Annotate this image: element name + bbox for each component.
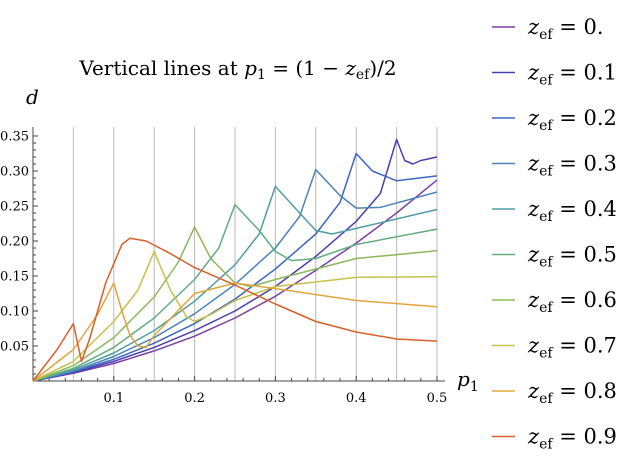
x-tick-label: 0.3 <box>265 391 286 406</box>
legend-label: zef = 0.3 <box>527 152 617 180</box>
legend-label: zef = 0.2 <box>527 106 617 134</box>
legend-entry-7: zef = 0.7 <box>492 334 617 362</box>
y-axis-label: d <box>26 85 39 109</box>
y-tick-label: 0.10 <box>0 305 29 320</box>
legend-entry-2: zef = 0.2 <box>492 106 617 134</box>
legend-label: zef = 0.7 <box>527 334 617 362</box>
legend-entry-6: zef = 0.6 <box>492 288 617 316</box>
legend-label: zef = 0.1 <box>527 61 617 89</box>
y-axis-ticks: 0.05 0.10 0.15 0.20 0.25 0.30 0.35 <box>0 130 38 375</box>
chart-title: Vertical lines at p1 = (1 − zef)/2 <box>78 56 396 83</box>
legend-label: zef = 0.6 <box>527 288 617 316</box>
series-line-8 <box>32 282 438 382</box>
x-tick-label: 0.1 <box>103 391 124 406</box>
x-tick-label: 0.4 <box>346 391 367 406</box>
series-line-4 <box>32 185 438 382</box>
legend-label: zef = 0.8 <box>527 379 617 407</box>
legend-entry-0: zef = 0. <box>492 15 604 43</box>
legend-label: zef = 0.9 <box>527 425 617 453</box>
y-tick-label: 0.20 <box>0 235 29 250</box>
series-line-5 <box>32 203 438 382</box>
series-line-9 <box>32 237 438 382</box>
axes <box>32 127 445 382</box>
y-tick-label: 0.05 <box>0 340 29 355</box>
y-tick-label: 0.35 <box>0 130 29 145</box>
x-tick-label: 0.2 <box>184 391 205 406</box>
legend-entry-5: zef = 0.5 <box>492 243 617 271</box>
y-tick-label: 0.30 <box>0 165 29 180</box>
series-line-6 <box>32 226 438 382</box>
legend-label: zef = 0.4 <box>527 197 617 225</box>
legend-entry-8: zef = 0.8 <box>492 379 617 407</box>
series-line-3 <box>32 168 438 382</box>
legend: zef = 0. zef = 0.1 zef = 0.2 zef = 0.3 zef =… <box>492 15 617 453</box>
x-axis-ticks: 0.1 0.2 0.3 0.4 0.5 <box>48 376 448 406</box>
legend-entry-9: zef = 0.9 <box>492 425 617 453</box>
x-axis-label: p1 <box>457 367 479 395</box>
vertical-guide-lines <box>72 127 438 381</box>
legend-entry-1: zef = 0.1 <box>492 61 617 89</box>
x-tick-label: 0.5 <box>427 391 448 406</box>
y-tick-label: 0.25 <box>0 200 29 215</box>
legend-label: zef = 0.5 <box>527 243 617 271</box>
y-tick-label: 0.15 <box>0 270 29 285</box>
series-line-2 <box>32 152 438 382</box>
legend-label: zef = 0. <box>527 15 604 43</box>
series-line-7 <box>32 250 438 382</box>
series-line-0 <box>32 179 438 382</box>
legend-entry-3: zef = 0.3 <box>492 152 617 180</box>
series-line-1 <box>32 138 438 382</box>
legend-entry-4: zef = 0.4 <box>492 197 617 225</box>
data-series <box>32 138 438 382</box>
